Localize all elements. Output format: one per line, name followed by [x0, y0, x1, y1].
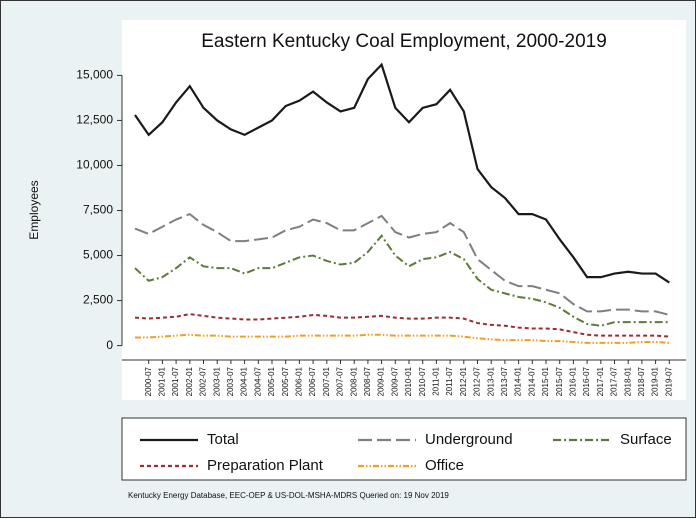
- x-tick-label: 2013-07: [500, 366, 509, 396]
- legend-label: Preparation Plant: [207, 457, 324, 474]
- x-tick-label: 2001-07: [171, 366, 180, 396]
- x-tick-label: 2013-01: [486, 366, 495, 396]
- x-tick-label: 2016-07: [582, 366, 591, 396]
- x-tick-label: 2002-07: [199, 366, 208, 396]
- x-tick-label: 2018-01: [623, 366, 632, 396]
- x-tick-label: 2012-07: [473, 366, 482, 396]
- y-axis-label: Employees: [27, 180, 41, 239]
- x-tick-label: 2017-01: [596, 366, 605, 396]
- legend-label: Surface: [620, 431, 672, 448]
- x-tick-label: 2017-07: [610, 366, 619, 396]
- legend: [121, 417, 687, 481]
- y-tick-label: 2,500: [83, 293, 113, 307]
- line-series: [134, 62, 670, 284]
- y-tick-label: 15,000: [76, 68, 113, 82]
- legend-label: Total: [207, 431, 239, 448]
- x-tick-label: 2010-01: [404, 366, 413, 396]
- y-tick-label: 5,000: [83, 248, 113, 262]
- x-tick-label: 2016-01: [569, 366, 578, 396]
- y-tick-label: 0: [106, 338, 113, 352]
- x-tick-label: 2008-07: [363, 366, 372, 396]
- chart-title: Eastern Kentucky Coal Employment, 2000-2…: [201, 31, 607, 52]
- x-tick-label: 2003-01: [212, 366, 221, 396]
- x-tick-label: 2007-01: [322, 366, 331, 396]
- x-tick-label: 2009-07: [390, 366, 399, 396]
- line-series: [135, 333, 670, 344]
- x-tick-label: 2006-07: [308, 366, 317, 396]
- x-tick-label: 2010-07: [418, 366, 427, 396]
- x-tick-label: 2012-01: [459, 366, 468, 396]
- x-tick-label: 2014-07: [527, 366, 536, 396]
- x-tick-label: 2002-01: [185, 366, 194, 396]
- x-tick-label: 2011-07: [445, 366, 454, 395]
- x-tick-label: 2000-07: [144, 366, 153, 396]
- y-tick-label: 10,000: [76, 158, 113, 172]
- line-series: [134, 212, 670, 316]
- x-tick-label: 2009-01: [377, 366, 386, 396]
- plot-region: [122, 20, 686, 400]
- x-tick-label: 2019-01: [651, 366, 660, 396]
- line-series: [134, 313, 670, 338]
- line-series: [134, 234, 670, 327]
- x-tick-label: 2005-01: [267, 366, 276, 396]
- legend-label: Office: [425, 457, 464, 474]
- x-tick-label: 2018-07: [637, 366, 646, 396]
- x-tick-label: 2019-07: [664, 366, 673, 396]
- y-tick-label: 12,500: [76, 113, 113, 127]
- x-tick-label: 2007-07: [336, 366, 345, 396]
- source-note: Kentucky Energy Database, EEC-OEP & US-D…: [128, 491, 449, 500]
- y-tick-label: 7,500: [83, 203, 113, 217]
- x-tick-label: 2003-07: [226, 366, 235, 396]
- legend-label: Underground: [425, 431, 513, 448]
- x-tick-label: 2015-07: [555, 366, 564, 396]
- x-tick-label: 2008-01: [349, 366, 358, 396]
- x-tick-label: 2014-01: [514, 366, 523, 396]
- x-tick-label: 2001-01: [158, 366, 167, 396]
- x-tick-label: 2015-01: [541, 366, 550, 396]
- x-tick-label: 2004-01: [240, 366, 249, 396]
- x-tick-label: 2005-07: [281, 366, 290, 396]
- x-tick-label: 2011-01: [432, 366, 441, 395]
- x-tick-label: 2004-07: [253, 366, 262, 396]
- x-tick-label: 2006-01: [295, 366, 304, 396]
